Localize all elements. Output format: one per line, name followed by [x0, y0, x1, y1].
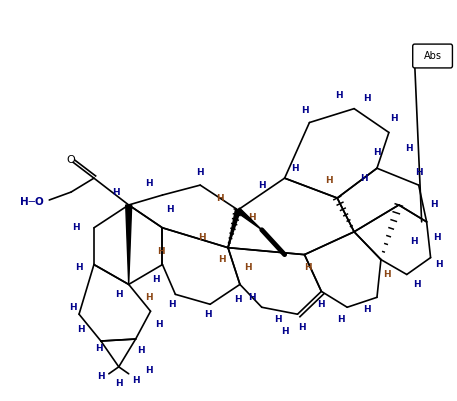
Text: H: H — [145, 293, 152, 302]
Text: H: H — [258, 180, 266, 190]
Text: H: H — [248, 213, 255, 223]
Text: H: H — [77, 324, 85, 334]
Text: H: H — [301, 106, 308, 115]
Text: H: H — [72, 223, 80, 232]
Text: H: H — [248, 293, 255, 302]
Polygon shape — [228, 209, 240, 248]
Text: H: H — [218, 255, 226, 264]
Text: H: H — [335, 91, 343, 100]
Text: H─O: H─O — [20, 197, 43, 207]
Text: H: H — [244, 263, 252, 272]
Text: H: H — [152, 275, 159, 284]
Text: H: H — [75, 263, 83, 272]
Text: H: H — [325, 176, 333, 184]
Text: H: H — [145, 178, 152, 188]
Text: H: H — [405, 144, 413, 153]
Text: H: H — [112, 188, 120, 196]
FancyBboxPatch shape — [413, 44, 452, 68]
Text: H: H — [145, 366, 152, 375]
Text: H: H — [169, 300, 176, 309]
Text: H: H — [132, 376, 139, 385]
Text: H: H — [410, 237, 418, 246]
Text: H: H — [95, 344, 103, 353]
Text: H: H — [167, 205, 174, 215]
Text: H: H — [298, 323, 305, 332]
Polygon shape — [126, 205, 132, 284]
Text: H: H — [69, 303, 77, 312]
Polygon shape — [236, 208, 262, 230]
Text: H: H — [413, 280, 420, 289]
Text: H: H — [234, 295, 242, 304]
Text: Abs: Abs — [424, 51, 441, 61]
Text: H: H — [303, 263, 311, 272]
Text: H: H — [197, 168, 204, 177]
Text: O: O — [67, 155, 75, 165]
Text: H: H — [198, 233, 206, 242]
Text: H: H — [318, 300, 325, 309]
Text: H: H — [383, 270, 391, 279]
Text: H: H — [281, 326, 288, 336]
Text: H: H — [430, 200, 437, 209]
Text: H: H — [435, 260, 442, 269]
Text: H: H — [274, 315, 282, 324]
Text: H: H — [363, 305, 371, 314]
Text: H: H — [373, 148, 381, 157]
Text: H: H — [204, 310, 212, 319]
Text: H: H — [157, 247, 164, 256]
Text: H: H — [360, 174, 368, 183]
Text: H: H — [363, 94, 371, 103]
Text: H: H — [137, 346, 144, 355]
Text: H: H — [154, 320, 162, 329]
Text: H: H — [115, 379, 122, 388]
Text: H: H — [216, 194, 224, 203]
Text: H: H — [291, 164, 298, 173]
Text: H: H — [115, 290, 122, 299]
Text: H: H — [433, 233, 441, 242]
Text: H: H — [390, 114, 398, 123]
Text: H: H — [337, 315, 345, 324]
Text: H: H — [97, 372, 105, 381]
Text: H: H — [415, 168, 422, 177]
